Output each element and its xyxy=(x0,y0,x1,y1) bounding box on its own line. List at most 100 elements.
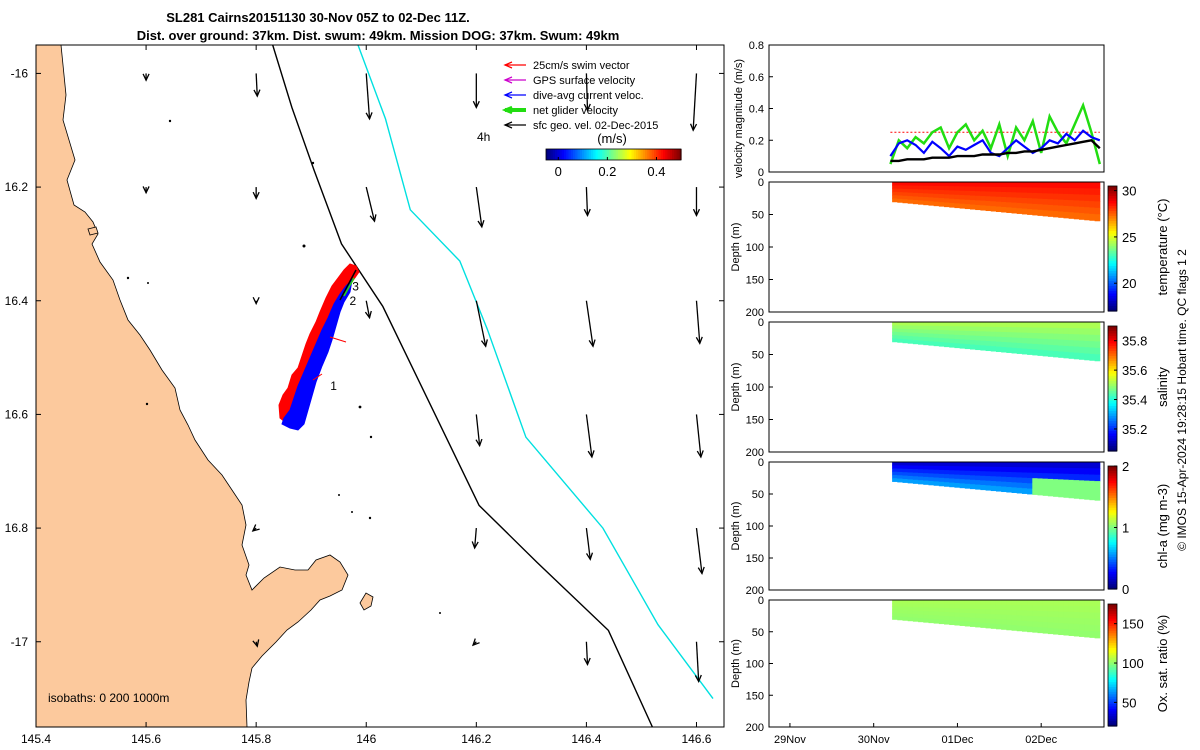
temperature-cell-2-5 xyxy=(902,199,909,204)
chla-cell-28-4 xyxy=(1037,483,1044,490)
chla-cell-39-3 xyxy=(1094,481,1101,488)
chla-cell-9-4 xyxy=(938,477,945,483)
salinity-cell-35-1 xyxy=(1073,328,1080,335)
salinity-colorbar-cell-10 xyxy=(1108,351,1117,355)
map-x-tick-label-0: 145.4 xyxy=(21,732,51,746)
oxygen-cell-26-0 xyxy=(1027,600,1033,606)
temperature-cell-20-5 xyxy=(995,206,1002,212)
swim-vector-arrow xyxy=(329,336,347,343)
salinity-colorbar-cell-28 xyxy=(1108,396,1117,400)
oxygen-cell-10-5 xyxy=(944,620,950,625)
salinity-cell-28-3 xyxy=(1037,338,1044,345)
oxygen-cell-37-0 xyxy=(1084,600,1090,607)
temperature-cell-32-0 xyxy=(1058,182,1064,189)
oxygen-cell-35-0 xyxy=(1073,600,1080,607)
salinity-cell-11-0 xyxy=(949,322,955,327)
salinity-colorbar-tick-label-2: 35.4 xyxy=(1122,393,1147,408)
temperature-cell-2-4 xyxy=(902,195,909,200)
chla-colorbar-cell-14 xyxy=(1108,500,1117,504)
salinity-colorbar-cell-40 xyxy=(1108,426,1117,430)
salinity-cell-8-5 xyxy=(933,341,940,347)
temperature-cell-19-2 xyxy=(990,191,997,198)
oxygen-cell-23-2 xyxy=(1011,610,1018,616)
salinity-cell-17-1 xyxy=(980,326,987,332)
geo-vector-21 xyxy=(474,528,477,549)
chla-cell-15-1 xyxy=(970,466,976,472)
temperature-y-tick-label-1: 50 xyxy=(752,210,764,222)
temperature-colorbar-cell-15 xyxy=(1108,223,1117,227)
chla-cell-22-5 xyxy=(1006,487,1013,493)
oxygen-cell-14-3 xyxy=(964,612,971,618)
temperature-colorbar-cell-42 xyxy=(1108,291,1117,295)
oxygen-cell-39-1 xyxy=(1094,606,1101,614)
speed-colorbar-cell-15 xyxy=(579,149,583,160)
salinity-cell-18-0 xyxy=(985,322,992,328)
temperature-cell-12-5 xyxy=(954,203,961,209)
time-x-tick-label-0: 29Nov xyxy=(774,734,806,746)
temperature-colorbar-cell-28 xyxy=(1108,256,1117,260)
salinity-colorbar-cell-24 xyxy=(1108,386,1117,390)
speed-colorbar-label: (m/s) xyxy=(597,131,627,146)
temperature-colorbar-frame xyxy=(1107,185,1118,312)
chla-cell-32-3 xyxy=(1058,479,1064,486)
oxygen-cell-18-4 xyxy=(985,618,992,624)
salinity-cell-15-4 xyxy=(970,340,976,346)
chla-cell-28-5 xyxy=(1037,489,1044,496)
temperature-colorbar-cell-27 xyxy=(1108,253,1117,257)
oxygen-cell-34-3 xyxy=(1068,617,1075,625)
temperature-colorbar-cell-30 xyxy=(1108,261,1117,265)
chla-cell-30-3 xyxy=(1047,478,1054,486)
chla-cell-38-2 xyxy=(1089,474,1096,482)
salinity-cell-0-3 xyxy=(892,331,898,336)
chla-cell-10-2 xyxy=(944,470,950,475)
chla-cell-30-0 xyxy=(1047,462,1054,469)
temperature-cell-6-1 xyxy=(923,185,929,191)
temperature-colorbar-cell-48 xyxy=(1108,306,1117,310)
temperature-cell-31-3 xyxy=(1053,199,1059,206)
chla-cell-9-0 xyxy=(938,462,945,467)
oxygen-cell-17-3 xyxy=(980,613,987,619)
salinity-cell-24-2 xyxy=(1016,332,1023,339)
oxygen-cell-6-2 xyxy=(923,607,929,612)
salinity-cell-22-2 xyxy=(1006,332,1013,338)
temperature-cell-16-0 xyxy=(975,182,981,188)
chla-cell-11-4 xyxy=(949,478,955,484)
track-map: 123 isobaths: 0 200 1000m 145.4 145.6 145.… xyxy=(5,44,725,746)
speed-colorbar-cell-46 xyxy=(649,149,653,160)
temperature-cell-35-4 xyxy=(1073,206,1080,214)
oxygen-cell-11-1 xyxy=(949,604,955,609)
chla-cell-14-4 xyxy=(964,479,971,485)
temperature-cell-20-2 xyxy=(995,191,1002,198)
chla-colorbar-cell-3 xyxy=(1108,473,1117,477)
temperature-cell-36-2 xyxy=(1079,194,1085,202)
oxygen-cell-29-2 xyxy=(1042,611,1049,618)
chla-cell-4-5 xyxy=(912,479,919,484)
geo-vector-head-19 xyxy=(696,450,704,459)
salinity-y-tick-label-2: 100 xyxy=(746,382,764,394)
salinity-cell-10-1 xyxy=(944,326,950,331)
salinity-colorbar-cell-36 xyxy=(1108,416,1117,420)
oxygen-cell-29-1 xyxy=(1042,605,1049,612)
oxygen-cell-16-2 xyxy=(975,608,981,614)
chla-cell-31-1 xyxy=(1053,467,1059,474)
salinity-cell-39-0 xyxy=(1094,322,1101,329)
salinity-cell-16-4 xyxy=(975,340,981,346)
temperature-cell-11-1 xyxy=(949,186,955,191)
salinity-cell-36-3 xyxy=(1079,340,1085,348)
chla-colorbar-cell-35 xyxy=(1108,552,1117,556)
chla-cell-39-2 xyxy=(1094,474,1101,482)
temperature-cell-35-0 xyxy=(1073,182,1080,189)
chla-colorbar-cell-48 xyxy=(1108,584,1117,588)
oxygen-colorbar-cell-35 xyxy=(1108,689,1117,693)
oxygen-colorbar-cell-21 xyxy=(1108,655,1117,659)
temperature-cell-13-2 xyxy=(959,190,966,196)
temperature-cell-28-5 xyxy=(1037,209,1044,216)
salinity-cell-31-3 xyxy=(1053,339,1059,346)
oxygen-cell-37-2 xyxy=(1084,612,1090,619)
speed-colorbar-cell-2 xyxy=(550,149,554,160)
temperature-cell-25-1 xyxy=(1021,187,1028,194)
temperature-cell-19-5 xyxy=(990,206,997,212)
legend-label-2: dive-avg current veloc. xyxy=(533,90,644,102)
geo-vector-head-20 xyxy=(251,524,260,532)
temperature-cell-13-3 xyxy=(959,195,966,200)
